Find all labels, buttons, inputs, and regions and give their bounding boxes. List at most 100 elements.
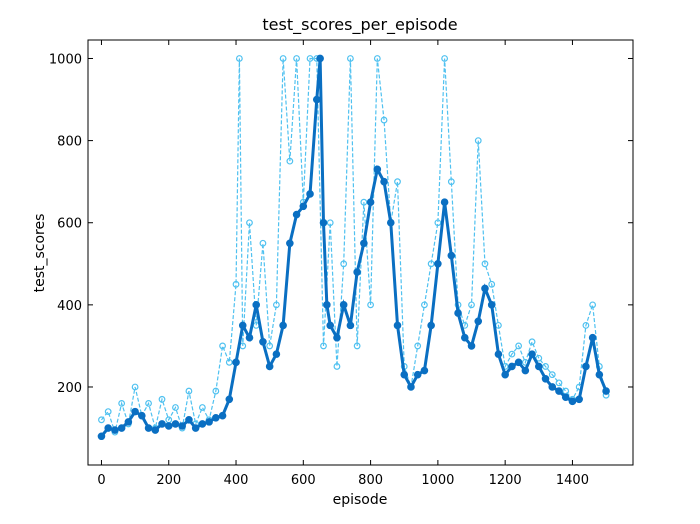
- raw-point: [367, 301, 374, 309]
- smooth-point: [111, 426, 119, 434]
- raw-point: [118, 400, 126, 407]
- smooth-point: [164, 422, 173, 430]
- smooth-point: [104, 424, 112, 432]
- x-axis: 0 200 400 600 800 1000 1200 1400: [97, 40, 589, 488]
- smooth-point: [366, 198, 375, 206]
- smooth-point: [198, 420, 207, 428]
- series-raw-line: [100, 57, 607, 435]
- smooth-point: [595, 370, 604, 379]
- smooth-point: [272, 350, 281, 358]
- raw-point: [306, 55, 314, 62]
- raw-point: [474, 137, 482, 145]
- smooth-point: [514, 358, 523, 367]
- raw-point: [447, 178, 455, 186]
- smooth-point: [218, 411, 227, 420]
- raw-point: [589, 301, 597, 309]
- x-tick-label: 0: [97, 473, 105, 488]
- smooth-point: [561, 393, 570, 402]
- raw-point: [347, 55, 354, 62]
- smooth-point: [292, 210, 301, 219]
- smooth-point: [467, 342, 476, 350]
- raw-point: [414, 342, 422, 350]
- raw-point: [582, 321, 590, 329]
- smooth-point: [420, 366, 429, 375]
- raw-point: [198, 404, 206, 411]
- smooth-point: [286, 239, 294, 248]
- smooth-point: [97, 432, 106, 441]
- smooth-point: [407, 383, 415, 391]
- smooth-point: [245, 333, 254, 342]
- smooth-point: [373, 165, 382, 174]
- smooth-point: [158, 420, 166, 428]
- smooth-point: [447, 251, 456, 260]
- raw-point: [235, 55, 243, 62]
- y-axis: 200 400 600 800 1000: [49, 52, 633, 396]
- raw-point: [259, 239, 267, 247]
- raw-point: [528, 338, 536, 346]
- y-tick-label: 1000: [49, 52, 82, 67]
- smooth-point: [434, 259, 442, 268]
- smooth-point: [131, 407, 139, 416]
- smooth-point: [568, 397, 577, 406]
- x-tick-label: 1200: [489, 473, 522, 488]
- smooth-point: [312, 95, 321, 104]
- smooth-point: [602, 387, 610, 395]
- smooth-point: [353, 268, 361, 276]
- raw-point: [225, 358, 233, 366]
- smooth-point: [316, 54, 324, 63]
- raw-point: [185, 387, 193, 395]
- x-tick-label: 600: [291, 473, 316, 488]
- raw-point: [548, 371, 556, 379]
- raw-point: [434, 219, 442, 227]
- raw-point: [293, 55, 300, 62]
- smooth-point: [440, 198, 449, 206]
- y-tick-label: 600: [57, 217, 82, 232]
- raw-point: [488, 280, 496, 288]
- smooth-point: [232, 358, 240, 367]
- y-tick-label: 200: [57, 381, 82, 396]
- raw-point: [468, 301, 475, 309]
- raw-point: [98, 416, 105, 424]
- x-tick-label: 800: [358, 473, 383, 488]
- raw-point: [427, 260, 435, 268]
- raw-point: [542, 363, 549, 370]
- raw-point: [172, 404, 179, 411]
- smooth-point: [474, 317, 483, 326]
- raw-point: [394, 178, 401, 186]
- smooth-point: [138, 411, 146, 420]
- smooth-point: [319, 218, 328, 227]
- raw-point: [232, 280, 240, 288]
- raw-point: [104, 408, 112, 416]
- smooth-point: [487, 301, 496, 309]
- smooth-point: [191, 424, 200, 432]
- raw-point: [353, 342, 361, 350]
- smooth-point: [548, 383, 557, 391]
- chart-title: test_scores_per_episode: [262, 15, 457, 35]
- smooth-point: [339, 301, 348, 309]
- y-axis-label: test_scores: [32, 214, 48, 293]
- smooth-point: [117, 424, 126, 432]
- raw-point: [219, 342, 226, 350]
- raw-point: [145, 400, 152, 407]
- smooth-point: [386, 218, 395, 227]
- smooth-point: [380, 177, 388, 186]
- raw-point: [555, 379, 563, 387]
- smooth-point: [346, 321, 355, 330]
- raw-point: [340, 260, 348, 268]
- smooth-point: [528, 350, 536, 358]
- smooth-point: [225, 395, 234, 404]
- raw-point: [246, 219, 253, 227]
- raw-point: [212, 387, 220, 395]
- raw-point: [272, 301, 280, 309]
- raw-point: [508, 350, 516, 358]
- smooth-point: [360, 239, 368, 248]
- x-axis-label: episode: [333, 492, 388, 508]
- smooth-point: [521, 366, 530, 375]
- y-tick-label: 800: [57, 135, 82, 150]
- raw-point: [373, 55, 381, 62]
- raw-point: [380, 116, 388, 124]
- smooth-point: [333, 333, 341, 342]
- smooth-point: [205, 418, 213, 426]
- raw-point: [421, 301, 428, 309]
